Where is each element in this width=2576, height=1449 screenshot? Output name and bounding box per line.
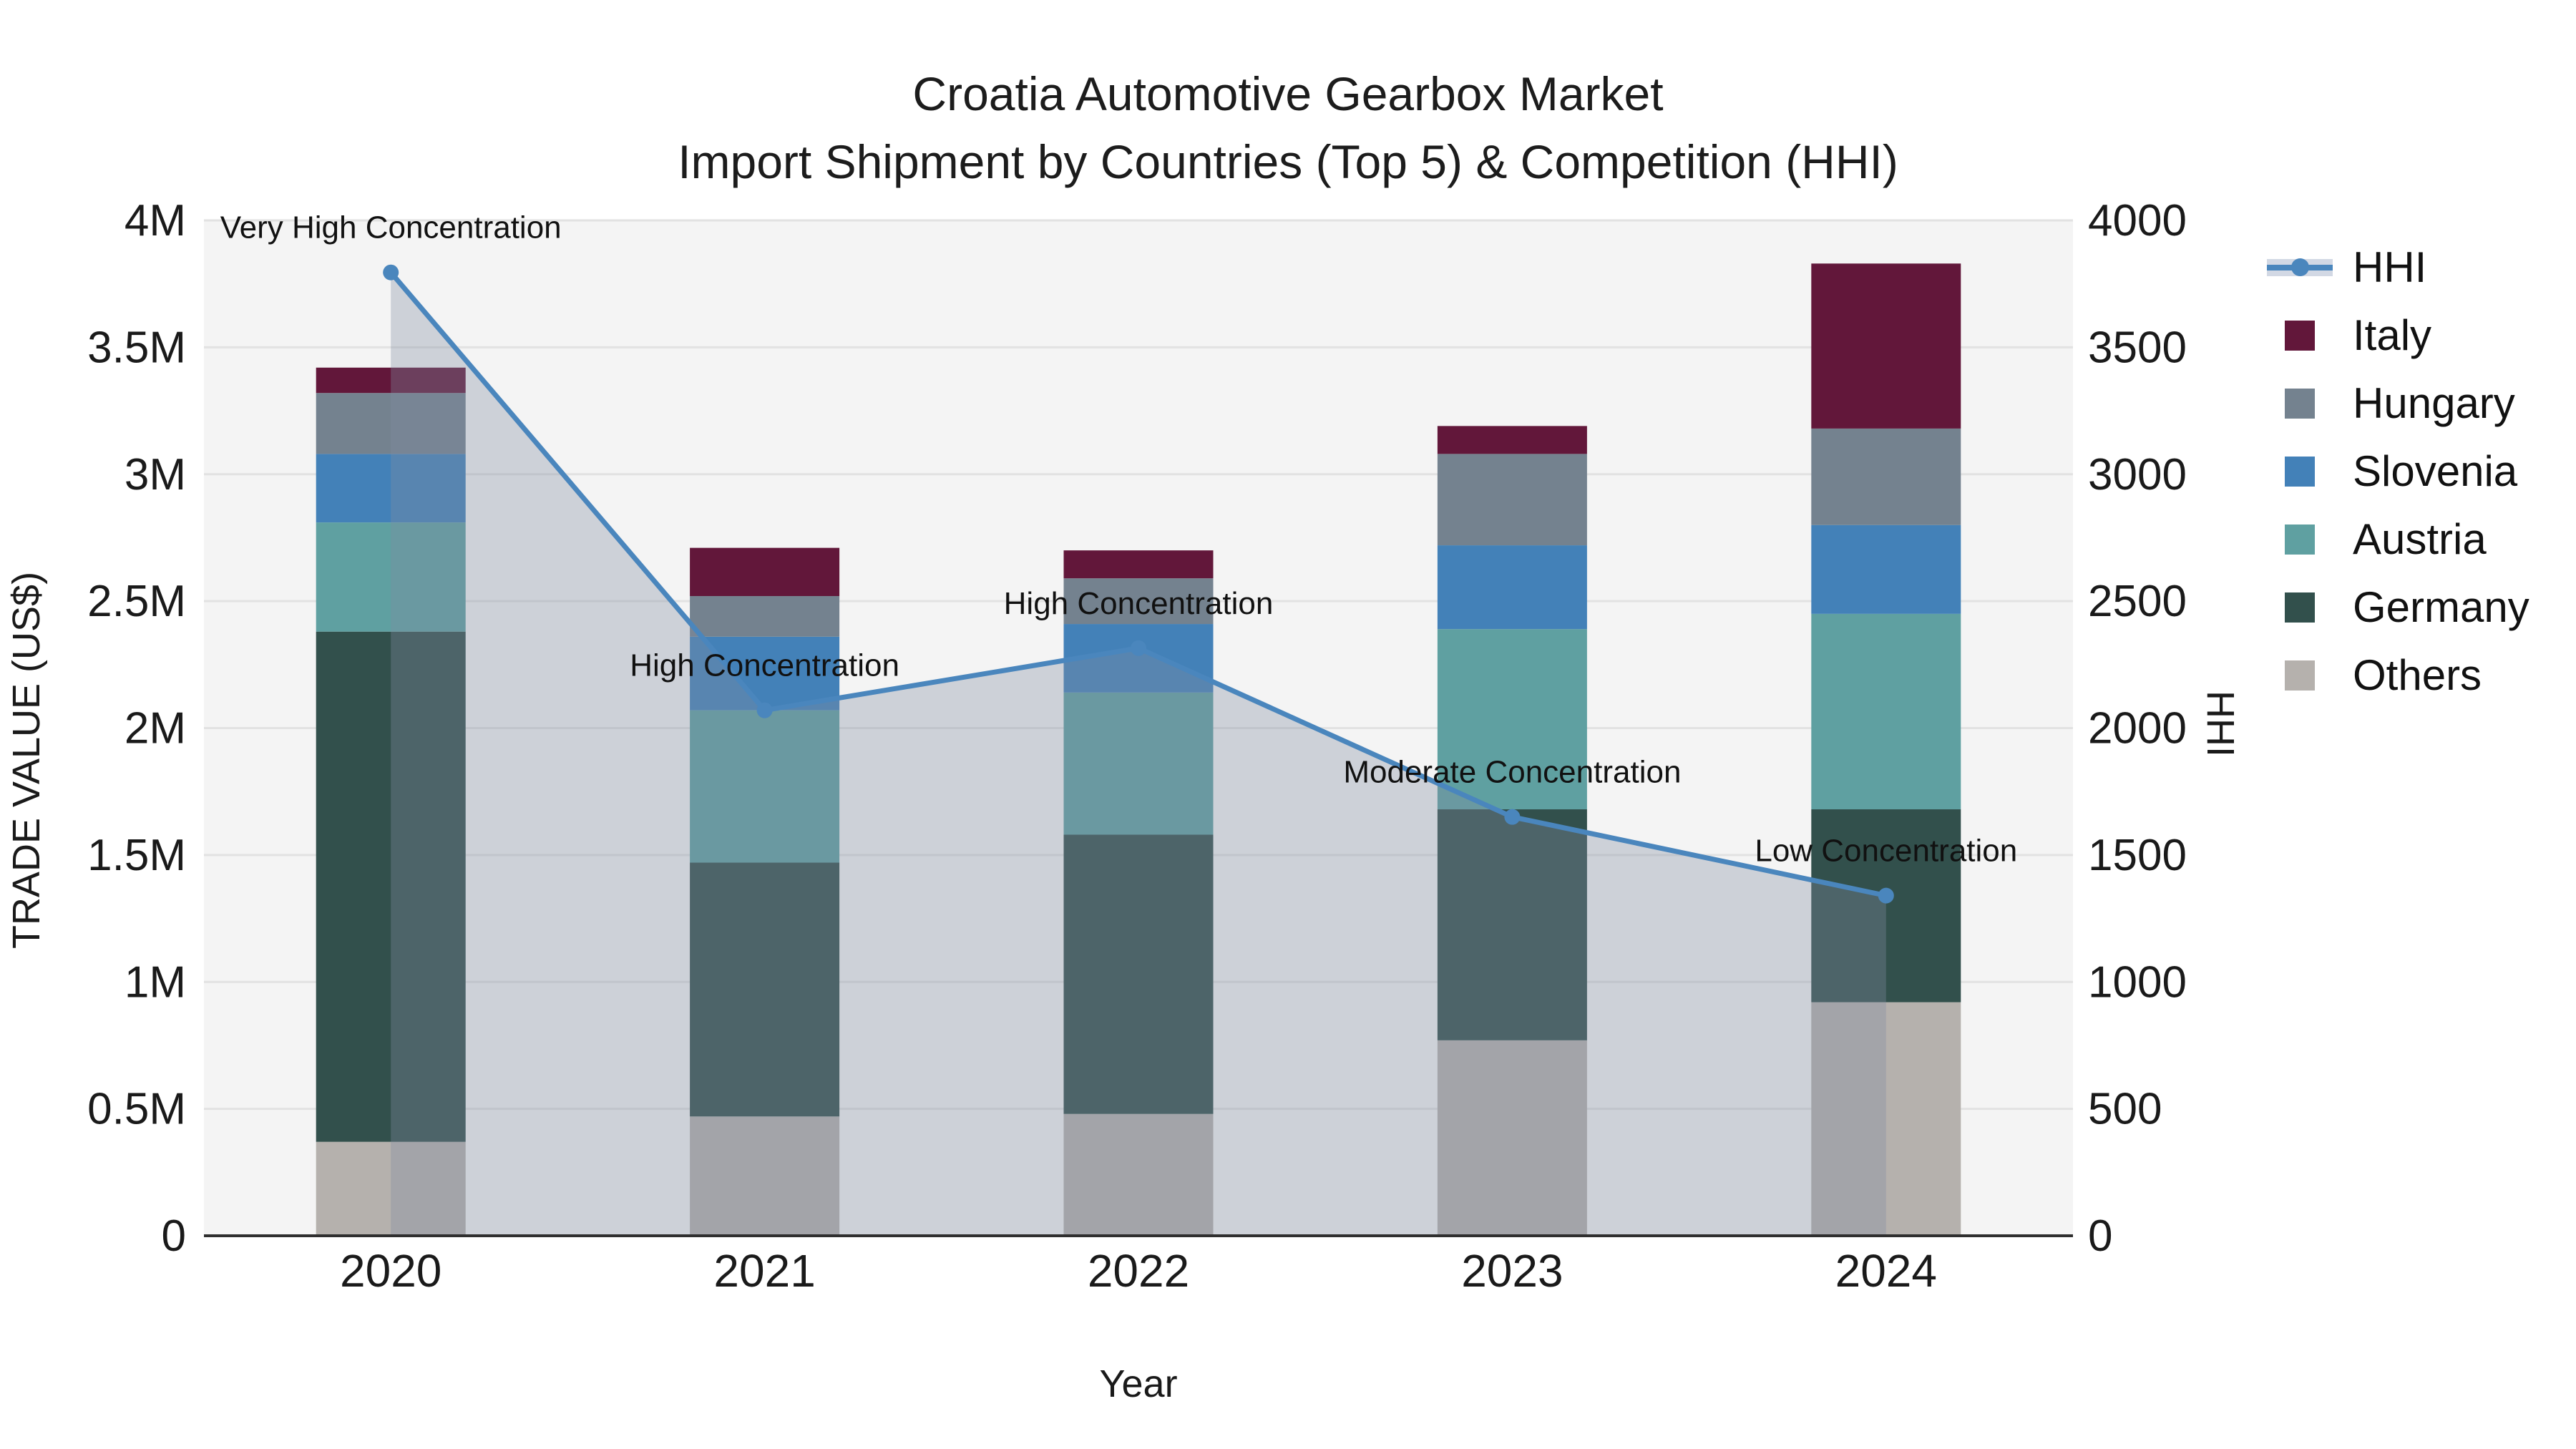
bar-segment-2021-others	[690, 1116, 840, 1236]
bar-segment-2024-slovenia	[1811, 525, 1961, 614]
bar-segment-2020-germany	[316, 631, 466, 1142]
x-axis-title: Year	[1099, 1362, 1177, 1405]
bar-segment-2023-hungary	[1437, 454, 1587, 546]
legend-item-hhi: HHI	[2267, 243, 2529, 291]
legend-item-italy: Italy	[2267, 311, 2529, 359]
bar-segment-2024-germany	[1811, 809, 1961, 1002]
legend-swatch-icon	[2267, 517, 2333, 561]
legend-label: Italy	[2353, 311, 2432, 359]
legend-label: Austria	[2353, 514, 2487, 563]
legend-label: Germany	[2353, 582, 2529, 631]
hhi-point-2020	[383, 264, 399, 280]
y-right-tick-label: 1500	[2088, 831, 2187, 880]
hhi-area-fill	[391, 272, 1886, 1236]
bar-segment-2020-austria	[316, 522, 466, 632]
annotation-2021: High Concentration	[630, 648, 899, 683]
x-tick-label-2024: 2024	[1835, 1245, 1937, 1297]
legend-line-sample-icon	[2267, 245, 2333, 289]
hhi-point-2021	[756, 702, 773, 718]
legend-swatch-icon	[2267, 653, 2333, 697]
legend-item-slovenia: Slovenia	[2267, 447, 2529, 495]
y-right-tick-label: 3000	[2088, 450, 2187, 499]
legend-item-austria: Austria	[2267, 514, 2529, 563]
bar-segment-2021-italy	[690, 547, 840, 597]
legend-swatch-icon	[2267, 313, 2333, 357]
bar-segment-2020-slovenia	[316, 454, 466, 523]
bar-segment-2020-italy	[316, 367, 466, 394]
bar-segment-2021-austria	[690, 710, 840, 863]
y-right-tick-label: 2500	[2088, 577, 2187, 626]
y-right-tick-label: 1000	[2088, 957, 2187, 1007]
legend-item-hungary: Hungary	[2267, 379, 2529, 427]
y-right-tick-label: 4000	[2088, 196, 2187, 245]
bar-segment-2024-others	[1811, 1002, 1961, 1236]
y-left-tick-label: 3M	[125, 450, 186, 499]
y-right-tick-label: 500	[2088, 1085, 2162, 1134]
bar-segment-2022-germany	[1063, 834, 1214, 1114]
y-left-tick-label: 3.5M	[87, 323, 186, 372]
bar-segment-2023-italy	[1437, 426, 1587, 454]
hhi-point-2023	[1504, 809, 1521, 825]
hhi-point-2022	[1131, 640, 1146, 656]
y-left-tick-label: 1.5M	[87, 831, 186, 880]
legend: HHI Italy Hungary Slovenia Austria Germany Oth…	[2267, 243, 2529, 721]
bar-segment-2023-others	[1437, 1040, 1587, 1236]
y-right-tick-label: 3500	[2088, 323, 2187, 372]
bar-segment-2022-italy	[1063, 550, 1214, 579]
bar-segment-2021-germany	[690, 862, 840, 1117]
annotation-2022: High Concentration	[1004, 586, 1274, 621]
bar-segment-2023-germany	[1437, 809, 1587, 1040]
bar-segment-2022-hungary	[1063, 578, 1214, 625]
chart-title-line1: Croatia Automotive Gearbox Market	[912, 67, 1664, 120]
y-left-tick-label: 1M	[125, 957, 186, 1007]
bar-segment-2024-italy	[1811, 263, 1961, 429]
annotation-2024: Low Concentration	[1755, 834, 2017, 869]
x-tick-label-2020: 2020	[340, 1245, 441, 1297]
x-tick-label-2023: 2023	[1461, 1245, 1563, 1297]
annotation-2023: Moderate Concentration	[1343, 755, 1681, 790]
bar-segment-2021-hungary	[690, 596, 840, 637]
hhi-point-2024	[1878, 887, 1894, 904]
bar-segment-2024-austria	[1811, 613, 1961, 810]
y-left-tick-label: 2.5M	[87, 577, 186, 626]
x-tick-label-2021: 2021	[713, 1245, 815, 1297]
legend-item-others: Others	[2267, 650, 2529, 699]
y-left-tick-label: 4M	[125, 196, 186, 245]
x-tick-label-2022: 2022	[1088, 1245, 1189, 1297]
y-right-axis-title: HHI	[2199, 691, 2242, 757]
chart-title-line2: Import Shipment by Countries (Top 5) & C…	[678, 135, 1898, 188]
y-left-tick-label: 0	[162, 1211, 186, 1261]
chart-title: Croatia Automotive Gearbox Market Import…	[0, 60, 2576, 196]
y-right-tick-label: 2000	[2088, 704, 2187, 753]
bar-segment-2023-austria	[1437, 629, 1587, 810]
bar-segment-2022-others	[1063, 1113, 1214, 1236]
bar-segment-2023-slovenia	[1437, 545, 1587, 630]
legend-label: Hungary	[2353, 379, 2515, 427]
legend-swatch-icon	[2267, 381, 2333, 425]
bar-segment-2024-hungary	[1811, 428, 1961, 525]
y-left-tick-label: 2M	[125, 704, 186, 753]
y-right-tick-label: 0	[2088, 1211, 2112, 1261]
legend-swatch-icon	[2267, 585, 2333, 629]
annotation-2020: Very High Concentration	[220, 210, 562, 245]
legend-item-germany: Germany	[2267, 582, 2529, 631]
bar-segment-2022-austria	[1063, 692, 1214, 835]
legend-label: Others	[2353, 650, 2482, 699]
bar-segment-2020-others	[316, 1141, 466, 1236]
y-left-axis-title: TRADE VALUE (US$)	[5, 572, 48, 949]
legend-label: Slovenia	[2353, 447, 2518, 495]
legend-swatch-icon	[2267, 449, 2333, 493]
legend-label: HHI	[2353, 243, 2427, 291]
bar-segment-2020-hungary	[316, 393, 466, 454]
y-left-tick-label: 0.5M	[87, 1085, 186, 1134]
